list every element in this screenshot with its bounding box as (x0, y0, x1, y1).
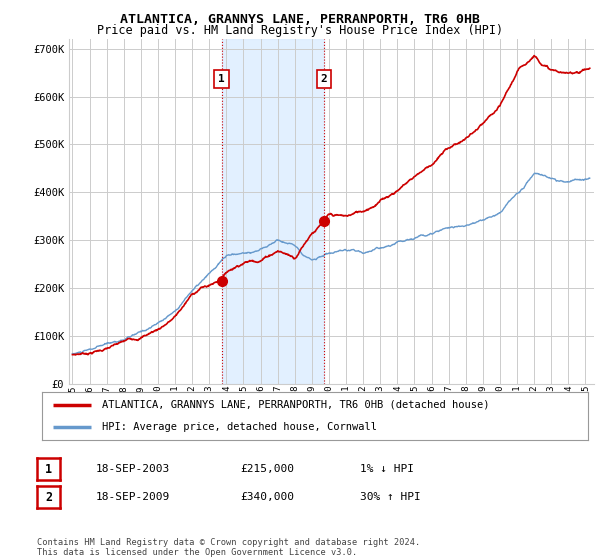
Text: 2: 2 (45, 491, 52, 504)
Bar (221, 39, 324, 384)
Text: 30% ↑ HPI: 30% ↑ HPI (360, 492, 421, 502)
Text: 2: 2 (321, 74, 328, 84)
Text: 1: 1 (218, 74, 225, 84)
Text: 1% ↓ HPI: 1% ↓ HPI (360, 464, 414, 474)
Text: £340,000: £340,000 (240, 492, 294, 502)
Text: ATLANTICA, GRANNYS LANE, PERRANPORTH, TR6 0HB (detached house): ATLANTICA, GRANNYS LANE, PERRANPORTH, TR… (102, 400, 490, 410)
Text: Price paid vs. HM Land Registry's House Price Index (HPI): Price paid vs. HM Land Registry's House … (97, 24, 503, 36)
Text: 1: 1 (45, 463, 52, 476)
Text: £215,000: £215,000 (240, 464, 294, 474)
Text: 18-SEP-2009: 18-SEP-2009 (96, 492, 170, 502)
Text: ATLANTICA, GRANNYS LANE, PERRANPORTH, TR6 0HB: ATLANTICA, GRANNYS LANE, PERRANPORTH, TR… (120, 13, 480, 26)
Text: 18-SEP-2003: 18-SEP-2003 (96, 464, 170, 474)
Text: HPI: Average price, detached house, Cornwall: HPI: Average price, detached house, Corn… (102, 422, 377, 432)
Text: Contains HM Land Registry data © Crown copyright and database right 2024.
This d: Contains HM Land Registry data © Crown c… (37, 538, 421, 557)
